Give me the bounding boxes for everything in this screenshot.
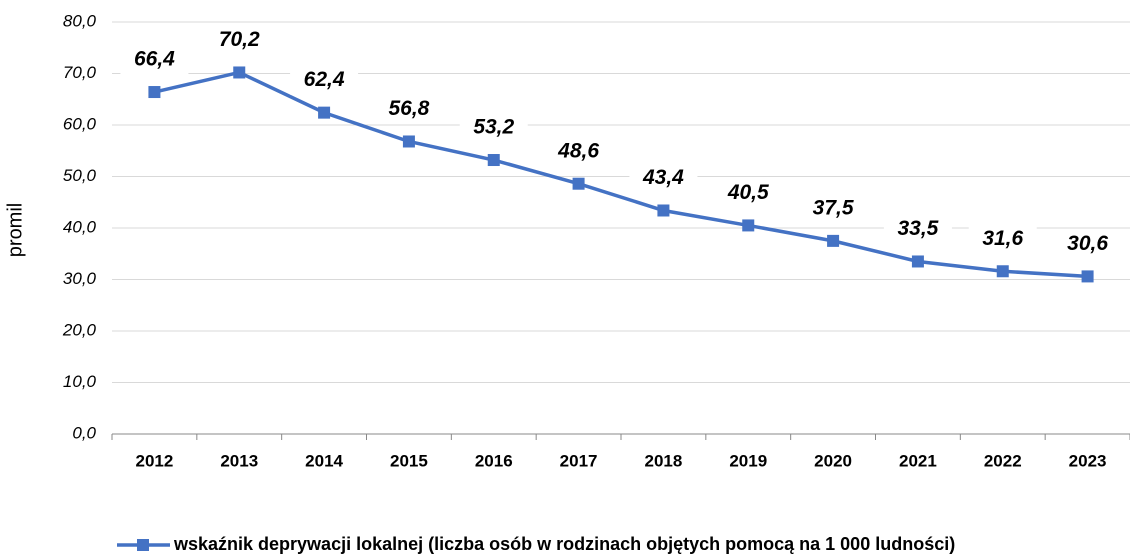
data-label: 66,4	[134, 48, 175, 71]
data-label: 30,6	[1067, 232, 1108, 255]
x-tick-label: 2012	[136, 451, 174, 470]
legend-label: wskaźnik deprywacji lokalnej (liczba osó…	[173, 534, 955, 554]
data-label: 31,6	[982, 227, 1023, 250]
data-label: 70,2	[219, 28, 260, 51]
data-label-bg	[374, 95, 443, 124]
point-marker	[911, 255, 924, 268]
y-tick-label: 70,0	[63, 63, 97, 82]
data-label: 56,8	[388, 97, 429, 120]
series-line	[154, 70, 1088, 279]
point-marker	[233, 66, 246, 79]
y-axis-label: promil	[4, 203, 26, 257]
x-tick-label: 2015	[390, 451, 428, 470]
point-marker	[318, 106, 331, 119]
y-tick-label: 20,0	[62, 320, 97, 339]
x-tick-label: 2018	[645, 451, 683, 470]
data-label: 33,5	[897, 217, 938, 240]
x-tick-label: 2020	[814, 451, 852, 470]
y-tick-label: 40,0	[63, 217, 97, 236]
data-label-bg	[120, 46, 189, 75]
x-tick-label: 2013	[220, 451, 258, 470]
data-label: 48,6	[557, 139, 599, 162]
point-marker	[996, 265, 1009, 278]
x-tick-label: 2023	[1069, 451, 1107, 470]
data-label-bg	[205, 26, 274, 55]
y-tick-label: 60,0	[63, 114, 97, 133]
point-marker	[827, 234, 840, 247]
data-label-bg	[544, 137, 613, 166]
y-tick-label: 10,0	[63, 372, 97, 391]
data-label-bg	[629, 164, 698, 193]
x-tick-label: 2016	[475, 451, 513, 470]
data-label: 40,5	[727, 181, 769, 204]
y-tick-label: 50,0	[63, 166, 97, 185]
y-tick-label: 80,0	[63, 11, 97, 30]
point-marker	[572, 177, 585, 190]
x-tick-label: 2022	[984, 451, 1022, 470]
data-label-bg	[799, 194, 868, 223]
point-marker	[487, 154, 500, 167]
data-label-bg	[883, 215, 952, 244]
point-marker	[148, 86, 161, 99]
data-label-bg	[1053, 230, 1122, 259]
data-label-bg	[459, 114, 528, 143]
x-tick-label: 2014	[305, 451, 343, 470]
data-label: 62,4	[304, 68, 345, 91]
data-label: 37,5	[813, 196, 854, 219]
point-marker	[742, 219, 755, 232]
data-label-bg	[714, 179, 783, 208]
x-tick-label: 2021	[899, 451, 937, 470]
data-label: 43,4	[642, 166, 684, 189]
y-tick-label: 0,0	[72, 423, 96, 442]
legend-marker	[137, 539, 149, 551]
x-tick-label: 2017	[560, 451, 598, 470]
point-marker	[402, 135, 415, 148]
data-label-bg	[290, 66, 359, 95]
data-label: 53,2	[473, 116, 514, 139]
data-label-bg	[968, 225, 1037, 254]
point-marker	[1081, 270, 1094, 283]
point-marker	[657, 204, 670, 217]
x-tick-label: 2019	[729, 451, 767, 470]
y-tick-label: 30,0	[63, 269, 97, 288]
